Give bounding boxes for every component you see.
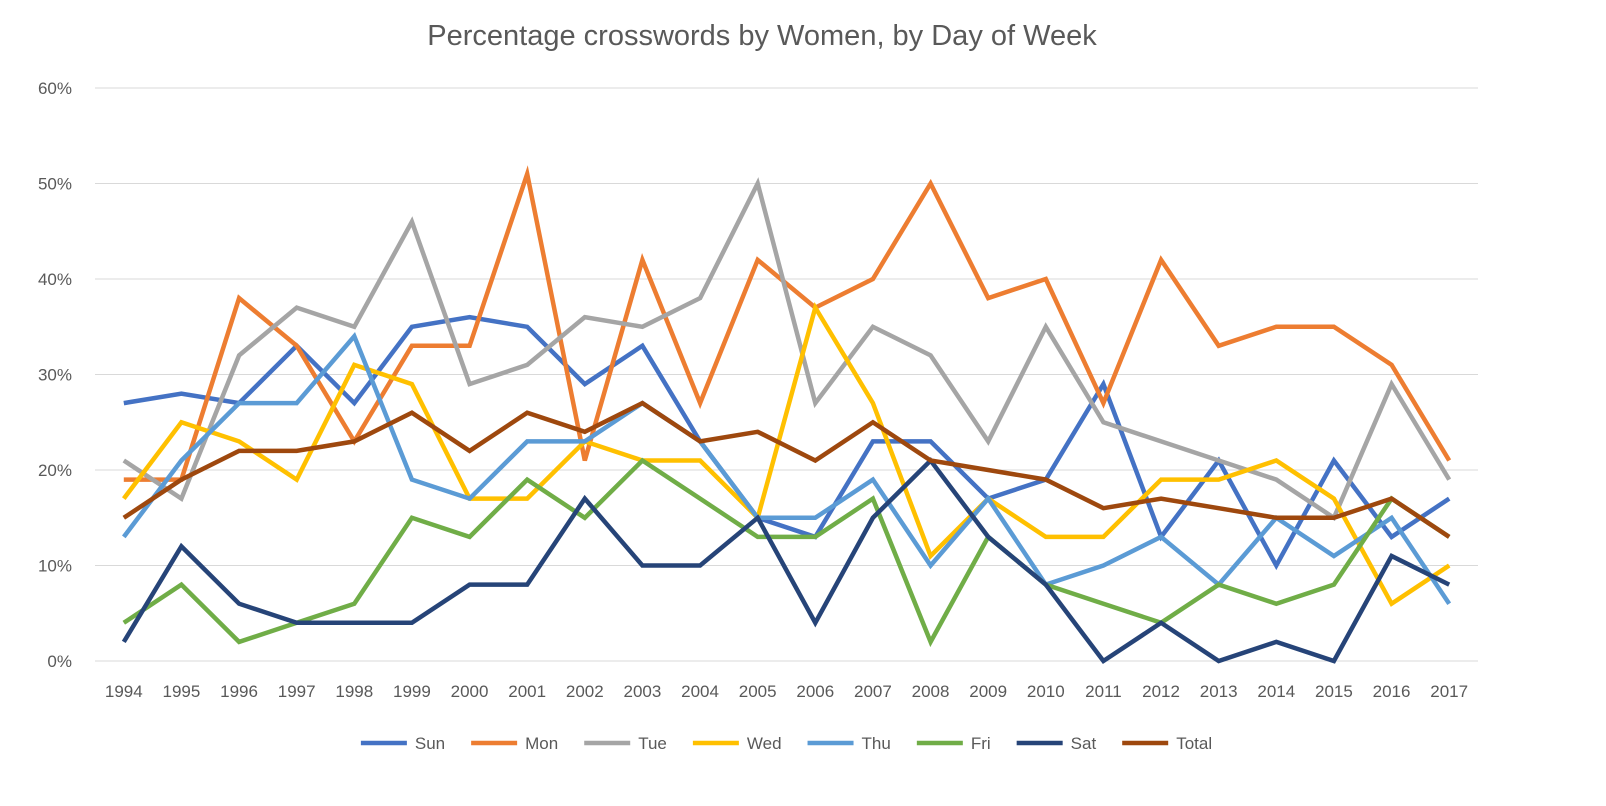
x-tick-label: 2011 <box>1085 682 1122 701</box>
series-line-sat <box>121 457 1451 665</box>
series-line-wed <box>122 301 1451 607</box>
x-tick-label: 2005 <box>739 682 777 701</box>
series-line-fri <box>122 457 1451 648</box>
legend-item-total: Total <box>1122 734 1212 753</box>
x-tick-label: 2010 <box>1027 682 1065 701</box>
x-tick-label: 2008 <box>912 682 950 701</box>
series-lines <box>121 165 1452 665</box>
y-tick-label: 60% <box>38 79 72 98</box>
chart-title: Percentage crosswords by Women, by Day o… <box>427 20 1097 52</box>
legend-item-wed: Wed <box>692 734 782 753</box>
x-tick-label: 2006 <box>796 682 834 701</box>
x-tick-label: 2007 <box>854 682 892 701</box>
legend-label: Mon <box>525 734 558 753</box>
x-tick-label: 1999 <box>393 682 431 701</box>
x-tick-label: 1997 <box>278 682 316 701</box>
legend-label: Thu <box>862 734 891 753</box>
x-tick-label: 2001 <box>508 682 546 701</box>
x-tick-label: 1994 <box>105 682 143 701</box>
y-tick-label: 30% <box>38 366 72 385</box>
series-line-tue <box>122 177 1452 522</box>
y-tick-label: 0% <box>47 652 72 671</box>
legend-label: Sat <box>1071 734 1097 753</box>
x-axis-ticks: 1994 1995 1996 1997 1998 1999 2000 2001 2002 2003… <box>105 682 1468 701</box>
legend-item-tue: Tue <box>584 734 667 753</box>
legend-label: Wed <box>747 734 782 753</box>
legend-label: Fri <box>971 734 991 753</box>
x-tick-label: 1995 <box>163 682 201 701</box>
x-tick-label: 1998 <box>335 682 373 701</box>
x-tick-label: 2002 <box>566 682 604 701</box>
x-tick-label: 2003 <box>624 682 662 701</box>
legend-item-thu: Thu <box>807 734 891 753</box>
legend-item-sun: Sun <box>360 734 445 753</box>
series-line-total <box>122 400 1451 539</box>
x-tick-label: 2000 <box>451 682 489 701</box>
legend-label: Tue <box>638 734 667 753</box>
legend-label: Total <box>1176 734 1212 753</box>
legend-item-mon: Mon <box>471 734 558 753</box>
x-tick-label: 2012 <box>1142 682 1180 701</box>
y-tick-label: 40% <box>38 270 72 289</box>
legend-item-sat: Sat <box>1016 734 1097 753</box>
x-tick-label: 2016 <box>1373 682 1411 701</box>
x-tick-label: 2015 <box>1315 682 1353 701</box>
x-tick-label: 2009 <box>969 682 1007 701</box>
legend-label: Sun <box>415 734 445 753</box>
series-line-thu <box>122 332 1452 605</box>
y-tick-label: 20% <box>38 461 72 480</box>
series-line-mon <box>123 165 1452 482</box>
legend: Sun Mon Tue Wed Thu Fri Sat Total <box>360 734 1212 753</box>
y-axis-ticks: 0% 10% 20% 30% 40% 50% 60% <box>38 79 72 671</box>
y-tick-label: 10% <box>38 557 72 576</box>
x-tick-label: 2017 <box>1430 682 1468 701</box>
legend-item-fri: Fri <box>916 734 991 753</box>
x-tick-label: 2014 <box>1257 682 1295 701</box>
y-tick-label: 50% <box>38 175 72 194</box>
x-tick-label: 2004 <box>681 682 719 701</box>
x-tick-label: 1996 <box>220 682 258 701</box>
x-tick-label: 2013 <box>1200 682 1238 701</box>
